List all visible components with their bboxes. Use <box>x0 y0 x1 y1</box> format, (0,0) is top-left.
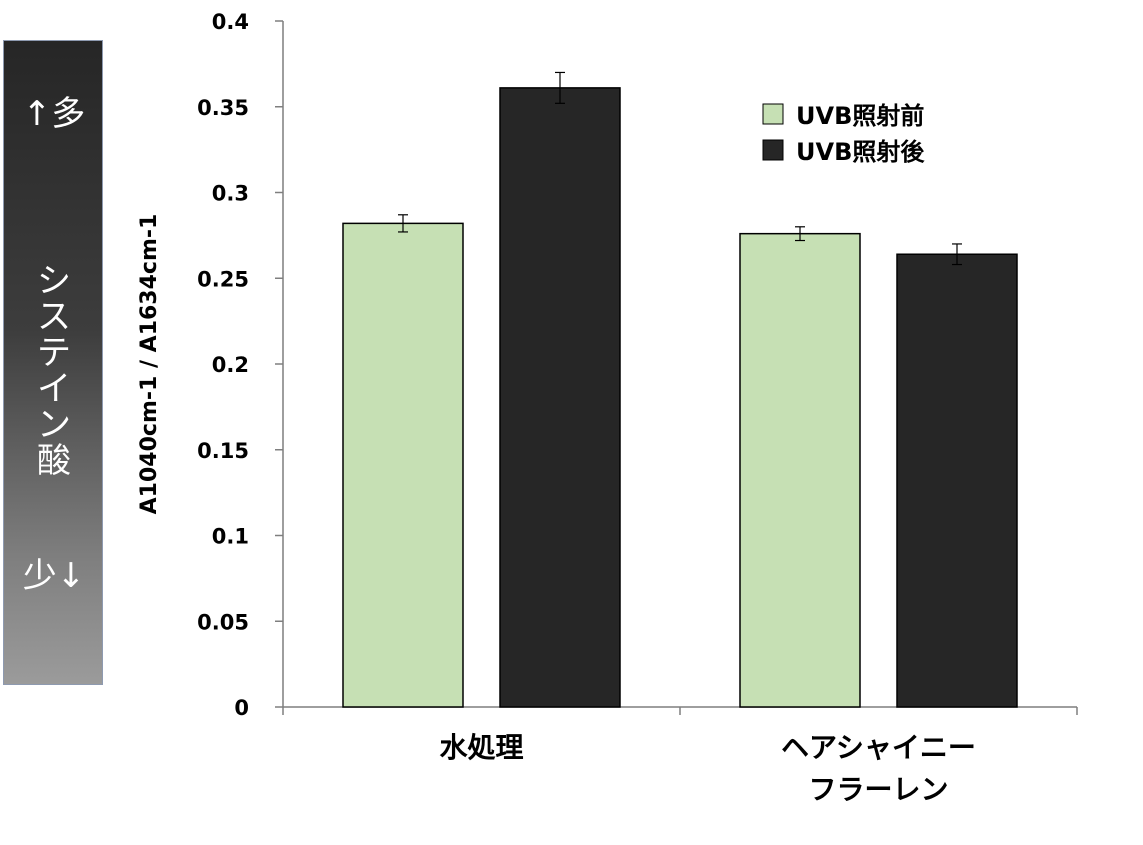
y-tick-label: 0.05 <box>197 610 249 634</box>
y-tick-label: 0.1 <box>212 525 249 549</box>
bar <box>342 222 464 708</box>
bar <box>896 253 1018 708</box>
legend-label: UVB照射後 <box>796 138 925 166</box>
side-scale-panel: ↑多 シ ス テ イ ン 酸 少↓ <box>3 40 103 685</box>
legend-label: UVB照射前 <box>796 102 924 130</box>
legend-swatch <box>762 103 784 125</box>
y-tick-label: 0.2 <box>212 353 249 377</box>
y-tick-label: 0.15 <box>197 439 249 463</box>
side-scale-char: 酸 <box>37 441 71 481</box>
bars <box>342 71 1018 708</box>
side-scale-bottom-label: 少↓ <box>22 556 86 596</box>
side-scale-char: シ <box>37 261 71 301</box>
legend: UVB照射前 UVB照射後 <box>762 102 925 166</box>
labels: 0 0.05 0.1 0.15 0.2 0.25 0.3 0.35 0.4 水処理 ヘアシャイニーフ… <box>137 10 976 806</box>
x-category-label: ヘアシャイニー <box>781 731 976 764</box>
y-tick-label: 0.35 <box>197 96 249 120</box>
x-category-label: フラーレン <box>808 773 948 806</box>
side-scale-char: テ <box>37 333 71 373</box>
side-scale-middle-label: シ ス テ イ ン 酸 <box>4 263 104 479</box>
bar <box>499 87 621 708</box>
side-scale-char: ス <box>37 297 71 337</box>
legend-swatch <box>762 139 784 161</box>
y-tick-label: 0.4 <box>212 10 249 34</box>
side-scale-char: ン <box>37 405 71 445</box>
bar <box>739 232 861 708</box>
x-category-label: 水処理 <box>439 731 523 764</box>
y-tick-label: 0.3 <box>212 182 249 206</box>
y-tick-label: 0.25 <box>197 267 249 291</box>
side-scale-top-label: ↑多 <box>22 94 86 134</box>
y-axis-label: A1040cm-1 / A1634cm-1 <box>137 214 162 515</box>
y-tick-label: 0 <box>234 696 249 720</box>
side-scale-char: イ <box>37 369 71 409</box>
